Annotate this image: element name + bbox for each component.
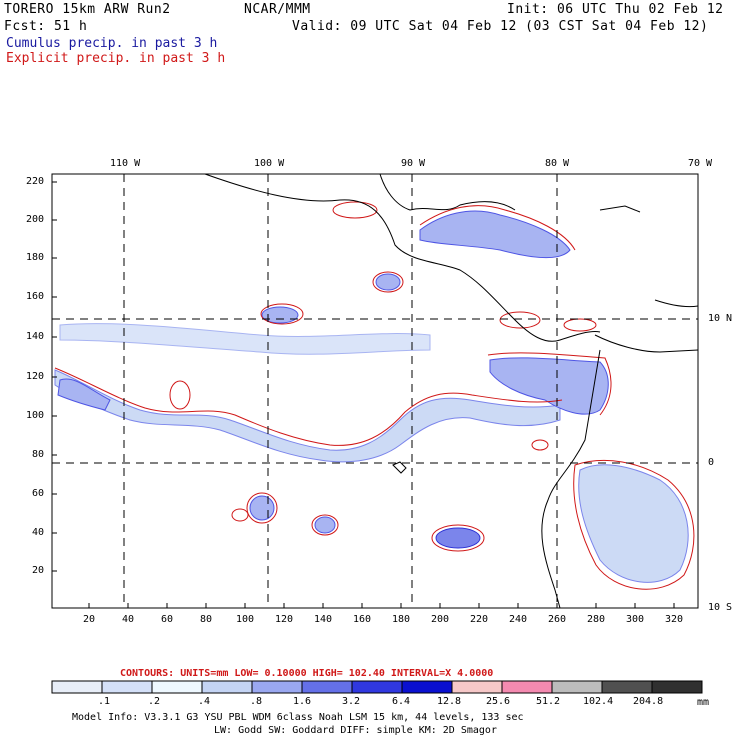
x-tick-label: 280 bbox=[587, 614, 606, 625]
x-tick-label: 180 bbox=[392, 614, 411, 625]
x-tick-label: 240 bbox=[509, 614, 528, 625]
explicit-legend: Explicit precip. in past 3 h bbox=[6, 51, 226, 66]
colorbar-label: 12.8 bbox=[437, 696, 462, 707]
mexico-coast bbox=[204, 173, 601, 342]
y-tick-label: 100 bbox=[26, 410, 45, 421]
contours-info: CONTOURS: UNITS=mm LOW= 0.10000 HIGH= 10… bbox=[120, 668, 494, 679]
central-america-blob bbox=[419, 210, 571, 259]
x-tick-label: 200 bbox=[431, 614, 450, 625]
south-blob-3 bbox=[314, 516, 336, 534]
model-info: Model Info: V3.3.1 G3 YSU PBL WDM 6class… bbox=[72, 712, 524, 723]
colorbar-label: .1 bbox=[98, 696, 111, 707]
x-tick-label: 260 bbox=[548, 614, 567, 625]
south-america-coast bbox=[541, 334, 699, 609]
y-tick-label: 40 bbox=[32, 527, 45, 538]
y-tick-label: 60 bbox=[32, 488, 45, 499]
forecast-hour: Fcst: 51 h bbox=[4, 19, 88, 34]
lon-label-70w: 70 W bbox=[688, 158, 713, 169]
colorbar-box bbox=[251, 680, 303, 694]
colorbar-units: mm bbox=[697, 697, 710, 708]
y-tick-label: 160 bbox=[26, 291, 45, 302]
caribbean-islands bbox=[599, 205, 699, 308]
x-tick-label: 60 bbox=[161, 614, 174, 625]
itcz-band bbox=[54, 369, 561, 463]
colorbar-label: 204.8 bbox=[633, 696, 664, 707]
x-tick-label: 100 bbox=[236, 614, 255, 625]
colorbar-label: 25.6 bbox=[486, 696, 511, 707]
x-tick-label: 160 bbox=[353, 614, 372, 625]
x-tick-label: 80 bbox=[200, 614, 213, 625]
colorbar-box bbox=[501, 680, 553, 694]
colorbar-box bbox=[601, 680, 653, 694]
model-run-title: TORERO 15km ARW Run2 bbox=[4, 2, 171, 17]
colorbar-label: .2 bbox=[148, 696, 161, 707]
coastlines bbox=[204, 173, 699, 609]
x-tick-label: 140 bbox=[314, 614, 333, 625]
gulf-coast bbox=[379, 173, 516, 211]
valid-time: Valid: 09 UTC Sat 04 Feb 12 (03 CST Sat … bbox=[292, 19, 709, 34]
mid-blob-2 bbox=[261, 306, 299, 324]
colorbar-label: 6.4 bbox=[392, 696, 411, 707]
colorbar-label: .8 bbox=[250, 696, 263, 707]
y-tick-label: 220 bbox=[26, 176, 45, 187]
x-tick-label: 20 bbox=[83, 614, 96, 625]
colorbar-box bbox=[351, 680, 403, 694]
colorbar-label: 51.2 bbox=[536, 696, 561, 707]
lat-label-0: 0 bbox=[708, 457, 715, 468]
axis-ticks bbox=[52, 181, 675, 608]
peru-blob bbox=[578, 464, 689, 583]
colorbar-label: 102.4 bbox=[583, 696, 614, 707]
x-tick-label: 320 bbox=[665, 614, 684, 625]
colorbar-box bbox=[651, 680, 703, 694]
cumulus-precip-areas bbox=[54, 210, 689, 583]
colombia-blob bbox=[489, 357, 609, 415]
colorbar-box bbox=[201, 680, 253, 694]
west-blob bbox=[57, 378, 111, 411]
colorbar-box bbox=[51, 680, 103, 694]
mid-blob-1 bbox=[375, 273, 401, 291]
lat-label-10n: 10 N bbox=[708, 313, 733, 324]
y-tick-label: 80 bbox=[32, 449, 45, 460]
colorbar-label: .4 bbox=[198, 696, 211, 707]
colorbar-box bbox=[101, 680, 153, 694]
y-tick-label: 180 bbox=[26, 252, 45, 263]
galapagos bbox=[392, 461, 407, 474]
south-blob-1 bbox=[435, 527, 481, 549]
x-tick-label: 300 bbox=[626, 614, 645, 625]
colorbar-box bbox=[451, 680, 503, 694]
lon-label-100w: 100 W bbox=[254, 158, 285, 169]
lon-label-90w: 90 W bbox=[401, 158, 426, 169]
lat-label-10s: 10 S bbox=[708, 602, 733, 613]
init-time: Init: 06 UTC Thu 02 Feb 12 bbox=[507, 2, 724, 17]
colorbar-boxes bbox=[51, 680, 703, 694]
colorbar-box bbox=[401, 680, 453, 694]
colorbar-box bbox=[151, 680, 203, 694]
colorbar-box bbox=[551, 680, 603, 694]
northern-band bbox=[59, 323, 431, 355]
y-tick-label: 140 bbox=[26, 331, 45, 342]
y-tick-label: 200 bbox=[26, 214, 45, 225]
colorbar-label: 3.2 bbox=[342, 696, 361, 707]
lon-label-110w: 110 W bbox=[110, 158, 141, 169]
explicit-precip-contours bbox=[54, 201, 695, 590]
latlon-grid bbox=[52, 174, 698, 608]
x-tick-label: 120 bbox=[275, 614, 294, 625]
organization-label: NCAR/MMM bbox=[244, 2, 311, 17]
x-tick-label: 220 bbox=[470, 614, 489, 625]
colorbar-label: 1.6 bbox=[293, 696, 312, 707]
y-tick-label: 120 bbox=[26, 371, 45, 382]
y-tick-label: 20 bbox=[32, 565, 45, 576]
lon-label-80w: 80 W bbox=[545, 158, 570, 169]
cumulus-legend: Cumulus precip. in past 3 h bbox=[6, 36, 218, 51]
x-tick-label: 40 bbox=[122, 614, 135, 625]
physics-info: LW: Godd SW: Goddard DIFF: simple KM: 2D… bbox=[214, 725, 497, 736]
colorbar-box bbox=[301, 680, 353, 694]
